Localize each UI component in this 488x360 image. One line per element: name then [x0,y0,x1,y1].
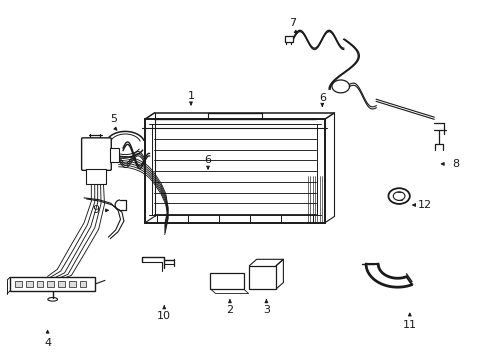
Bar [15,281,22,287]
Bar [144,119,324,223]
Bar [249,266,276,289]
FancyBboxPatch shape [81,138,111,170]
Bar [26,281,33,287]
Bar [69,281,76,287]
Text: 4: 4 [44,338,51,347]
Ellipse shape [48,297,58,301]
Text: 5: 5 [109,114,117,124]
Bar [80,281,86,287]
Bar [10,277,95,291]
Text: 7: 7 [289,18,296,28]
Text: 10: 10 [157,311,171,321]
Text: 2: 2 [226,305,233,315]
Bar [37,281,43,287]
Text: 11: 11 [402,320,416,330]
Text: 12: 12 [416,200,430,210]
Bar [85,169,106,184]
Bar [58,281,65,287]
Text: 6: 6 [204,156,211,165]
Bar [110,148,118,162]
Bar [285,36,292,42]
Bar [210,273,243,289]
Text: 6: 6 [318,93,325,103]
Text: 9: 9 [92,205,100,215]
Bar [47,281,54,287]
Text: 8: 8 [451,159,459,169]
Text: 3: 3 [263,305,269,315]
Text: 1: 1 [187,91,194,101]
